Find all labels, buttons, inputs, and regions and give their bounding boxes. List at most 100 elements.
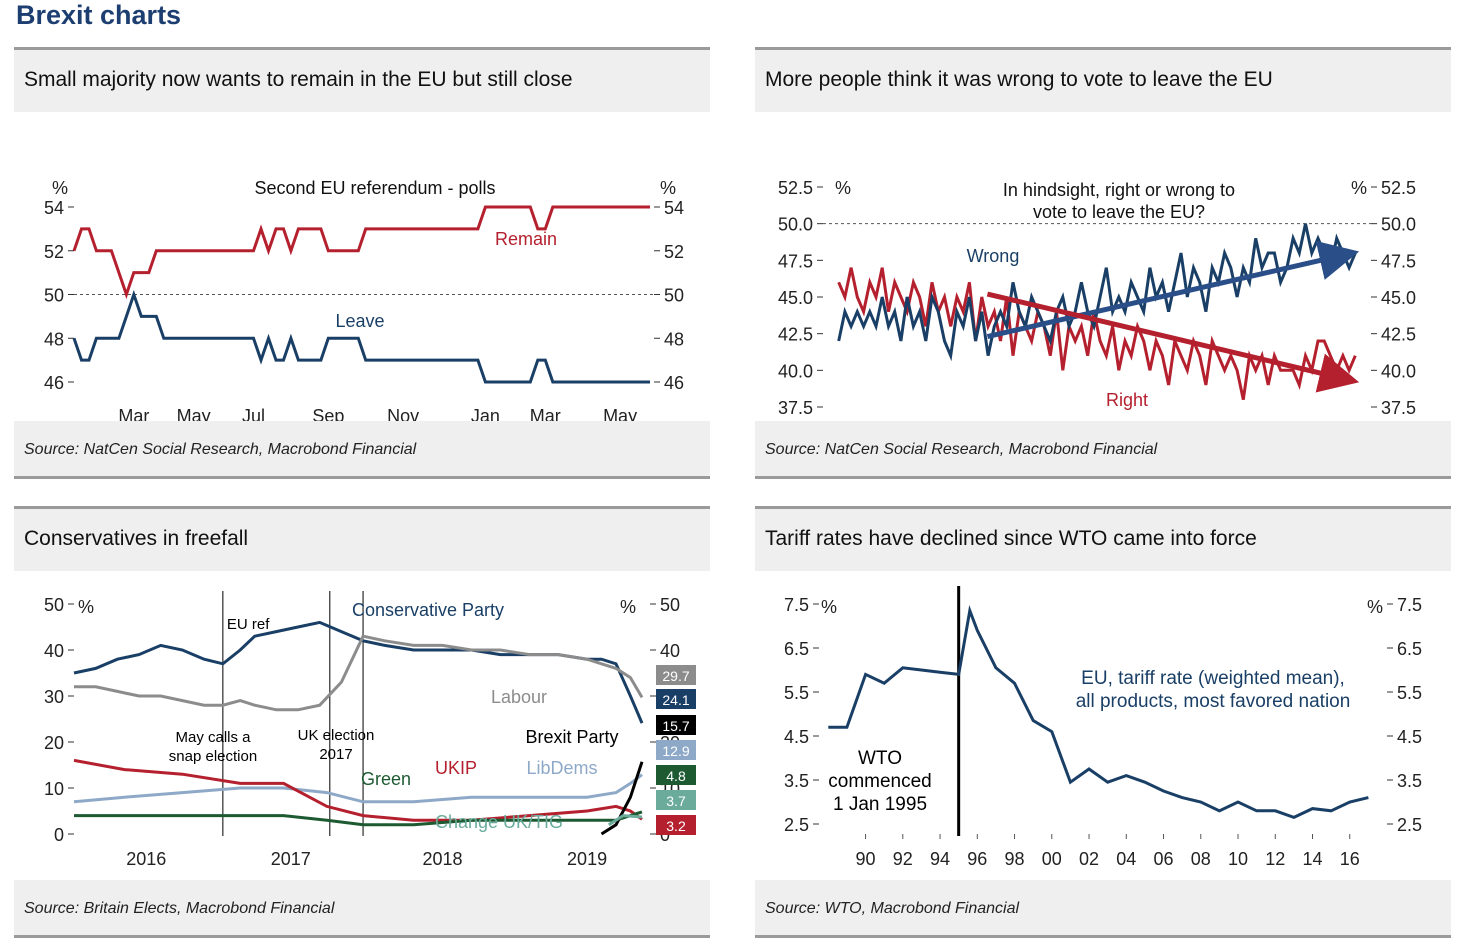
x-year-label: 2019 (567, 849, 607, 869)
x-tick-label: 98 (1005, 849, 1025, 869)
series-line (600, 761, 644, 836)
y-tick-label-right: 7.5 (1397, 595, 1422, 615)
unit-right: % (620, 597, 636, 617)
x-tick-label: Sep (312, 406, 344, 421)
series-label: all products, most favored nation (1076, 691, 1351, 712)
y-tick-label-right: 52 (664, 242, 684, 262)
x-tick-label: 90 (856, 849, 876, 869)
event-label: 2017 (319, 746, 352, 763)
series-line (74, 634, 644, 712)
event-label: 1 Jan 1995 (833, 794, 927, 815)
y-tick-label-right: 50.0 (1381, 215, 1416, 235)
unit-right: % (1367, 597, 1383, 617)
series-label: Conservative Party (352, 600, 504, 620)
series-label-wrong: Wrong (967, 246, 1020, 266)
unit-right: % (1351, 178, 1367, 198)
panel-title: Small majority now wants to remain in th… (24, 68, 573, 91)
panel-title: Tariff rates have declined since WTO cam… (765, 527, 1257, 550)
x-year-label: 2017 (271, 849, 311, 869)
y-tick-label-right: 48 (664, 329, 684, 349)
y-tick-label-right: 46 (664, 373, 684, 393)
y-tick-label-left: 10 (44, 779, 64, 799)
series-label: Leave (335, 311, 384, 331)
end-value-label: 12.9 (662, 743, 689, 759)
y-tick-label-right: 54 (664, 198, 684, 218)
y-tick-label-left: 48 (44, 329, 64, 349)
end-value-label: 24.1 (662, 692, 689, 708)
event-label: UK election (298, 727, 375, 744)
x-tick-label: 96 (967, 849, 987, 869)
series-label: LibDems (526, 758, 597, 778)
y-tick-label-right: 37.5 (1381, 398, 1416, 418)
end-value-label: 29.7 (662, 668, 689, 684)
y-tick-label-left: 30 (44, 687, 64, 707)
y-tick-label-left: 50 (44, 595, 64, 615)
unit-left: % (52, 178, 68, 198)
y-tick-label-right: 40.0 (1381, 361, 1416, 381)
x-tick-label: Nov (387, 406, 419, 421)
x-tick-label: 14 (1302, 849, 1322, 869)
y-tick-label-left: 40.0 (778, 361, 813, 381)
y-tick-label-right: 6.5 (1397, 639, 1422, 659)
x-tick-label: 94 (930, 849, 950, 869)
series-line (74, 810, 643, 827)
x-tick-label: 12 (1265, 849, 1285, 869)
end-value-label: 4.8 (666, 768, 686, 784)
x-year-label: 2018 (423, 849, 463, 869)
y-tick-label-right: 42.5 (1381, 325, 1416, 345)
y-tick-label-right: 47.5 (1381, 251, 1416, 271)
y-tick-label-right: 40 (660, 641, 680, 661)
y-tick-label-right: 52.5 (1381, 178, 1416, 198)
y-tick-label-left: 50 (44, 286, 64, 306)
series-line (607, 814, 643, 827)
series-line (73, 620, 644, 724)
end-value-box (656, 765, 696, 785)
x-tick-label: Mar (118, 406, 149, 421)
y-tick-label-right: 5.5 (1397, 683, 1422, 703)
x-tick-label: 16 (1340, 849, 1360, 869)
unit-left: % (78, 597, 94, 617)
series-label: Labour (491, 687, 547, 707)
panel-polls: Small majority now wants to remain in th… (14, 47, 710, 479)
y-tick-label-left: 40 (44, 641, 64, 661)
chart-title: Second EU referendum - polls (254, 178, 495, 198)
panel-title: Conservatives in freefall (24, 527, 249, 550)
series-label: EU, tariff rate (weighted mean), (1081, 668, 1345, 689)
event-label: WTO (858, 748, 902, 769)
y-tick-label-left: 47.5 (778, 251, 813, 271)
panel-source: Source: Britain Elects, Macrobond Financ… (24, 900, 335, 917)
trend-arrow-right (986, 291, 1360, 393)
y-tick-label-left: 50.0 (778, 215, 813, 235)
series-line (73, 758, 643, 822)
panel-tariffs: Tariff rates have declined since WTO cam… (755, 506, 1451, 938)
end-value-box (656, 815, 696, 835)
series-line-remain (72, 205, 650, 300)
end-value-label: 15.7 (662, 718, 689, 734)
y-tick-label-right: 2.5 (1397, 815, 1422, 835)
x-tick-label: May (177, 406, 211, 421)
series-line-right (837, 267, 1357, 401)
y-tick-label-left: 54 (44, 198, 64, 218)
end-value-label: 3.7 (666, 793, 686, 809)
end-value-box (656, 665, 696, 685)
y-tick-label-left: 0 (54, 825, 64, 845)
series-label: Change UK/TIG (435, 812, 563, 832)
series-label: Brexit Party (525, 727, 618, 747)
x-tick-label: 08 (1191, 849, 1211, 869)
chart-tariff-rates: % % 2.5 2.5 3.5 3.5 4.5 4.5 5.5 5.5 6.5 6.5 7.5 7.5 90… (784, 586, 1422, 869)
series-label-right: Right (1106, 390, 1148, 410)
y-tick-label-left: 45.0 (778, 288, 813, 308)
panel-title: More people think it was wrong to vote t… (765, 68, 1273, 91)
x-tick-label: 06 (1154, 849, 1174, 869)
end-value-box (656, 689, 696, 709)
y-tick-label-right: 4.5 (1397, 727, 1422, 747)
end-value-label: 3.2 (666, 818, 686, 834)
series-label: Remain (495, 229, 557, 249)
y-tick-label-left: 7.5 (784, 595, 809, 615)
trend-arrow-wrong (986, 240, 1360, 340)
y-tick-label-left: 52 (44, 242, 64, 262)
x-tick-label: Jan (471, 406, 500, 421)
y-tick-label-right: 50 (660, 595, 680, 615)
